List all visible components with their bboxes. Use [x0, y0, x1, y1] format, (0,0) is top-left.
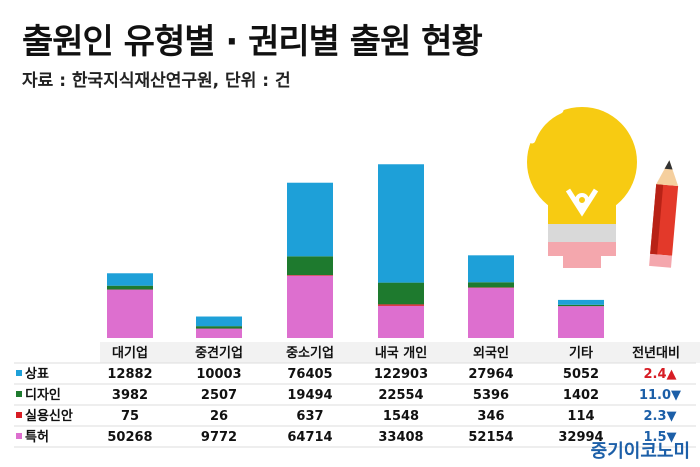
- table-cell: 1402: [563, 388, 599, 403]
- table-cell: 26: [210, 409, 228, 424]
- bar-특허-중견기업: [196, 328, 242, 338]
- table-cell: 2507: [201, 388, 237, 403]
- bar-상표-중소기업: [287, 182, 333, 257]
- legend-swatch: [16, 412, 22, 418]
- lightbulb-icon: [527, 106, 637, 268]
- table-cell: 27964: [468, 367, 513, 382]
- bar-디자인-대기업: [107, 285, 153, 290]
- table-cell: 5052: [563, 367, 599, 382]
- table-cell: 50268: [107, 430, 152, 445]
- source-note: 자료 : 한국지식재산연구원, 단위 : 건: [22, 71, 291, 91]
- bar-디자인-중견기업: [196, 326, 242, 329]
- table-cell: 114: [567, 409, 594, 424]
- table-cell: 5396: [473, 388, 509, 403]
- category-label: 중견기업: [195, 345, 243, 361]
- category-label: 중소기업: [286, 346, 334, 361]
- legend-label: 특허: [25, 429, 49, 445]
- table-cell: 52154: [468, 430, 513, 445]
- category-label: 내국 개인: [375, 345, 427, 361]
- bar-상표-내국 개인: [378, 164, 424, 283]
- bar-디자인-기타: [558, 304, 604, 307]
- bars-group: [107, 164, 604, 338]
- bar-상표-외국인: [468, 255, 514, 283]
- change-header: 전년대비: [632, 345, 680, 361]
- table-cell: 3982: [112, 388, 148, 403]
- bar-특허-기타: [558, 306, 604, 338]
- table-cell: 33408: [378, 430, 423, 445]
- table-cell: 22554: [378, 388, 423, 403]
- table-cell: 10003: [196, 367, 241, 382]
- table-cell: 9772: [201, 430, 237, 445]
- bar-상표-대기업: [107, 273, 153, 286]
- bar-디자인-내국 개인: [378, 282, 424, 305]
- page-title: 출원인 유형별 · 권리별 출원 현황: [22, 22, 483, 62]
- category-label: 기타: [569, 345, 593, 361]
- bar-실용신안-내국 개인: [378, 304, 424, 306]
- legend-label: 디자인: [25, 387, 61, 403]
- pencil-icon: [649, 160, 679, 268]
- table-cell: 32994: [558, 430, 603, 445]
- bar-디자인-외국인: [468, 282, 514, 288]
- table-cell: 346: [477, 409, 504, 424]
- table-cell: 19494: [287, 388, 332, 403]
- legend-label: 상표: [25, 367, 49, 382]
- legend-label: 실용신안: [25, 408, 73, 424]
- table-cell: 122903: [374, 367, 428, 382]
- category-label: 대기업: [112, 346, 148, 361]
- legend-swatch: [16, 433, 22, 439]
- bar-디자인-중소기업: [287, 256, 333, 276]
- table-cell: 637: [296, 409, 323, 424]
- table-cell: 75: [121, 409, 139, 424]
- bar-상표-중견기업: [196, 316, 242, 327]
- change-value: 2.3▼: [643, 409, 676, 424]
- bar-실용신안-중소기업: [287, 275, 333, 276]
- legend-swatch: [16, 391, 22, 397]
- table-cell: 64714: [287, 430, 332, 445]
- bar-특허-내국 개인: [378, 305, 424, 338]
- legend-swatch: [16, 370, 22, 376]
- table-header-bg: [100, 342, 700, 363]
- change-value: 11.0▼: [639, 388, 681, 403]
- table-cell: 76405: [287, 367, 332, 382]
- bar-상표-기타: [558, 299, 604, 305]
- bar-특허-중소기업: [287, 275, 333, 338]
- change-value: 2.4▲: [643, 367, 676, 382]
- category-label: 외국인: [473, 345, 509, 361]
- brand-logo: 중기이코노미: [590, 441, 690, 462]
- table-cell: 12882: [107, 367, 152, 382]
- bar-특허-대기업: [107, 289, 153, 338]
- bar-특허-외국인: [468, 287, 514, 338]
- change-value: 1.5▼: [643, 430, 676, 445]
- table-cell: 1548: [383, 409, 419, 424]
